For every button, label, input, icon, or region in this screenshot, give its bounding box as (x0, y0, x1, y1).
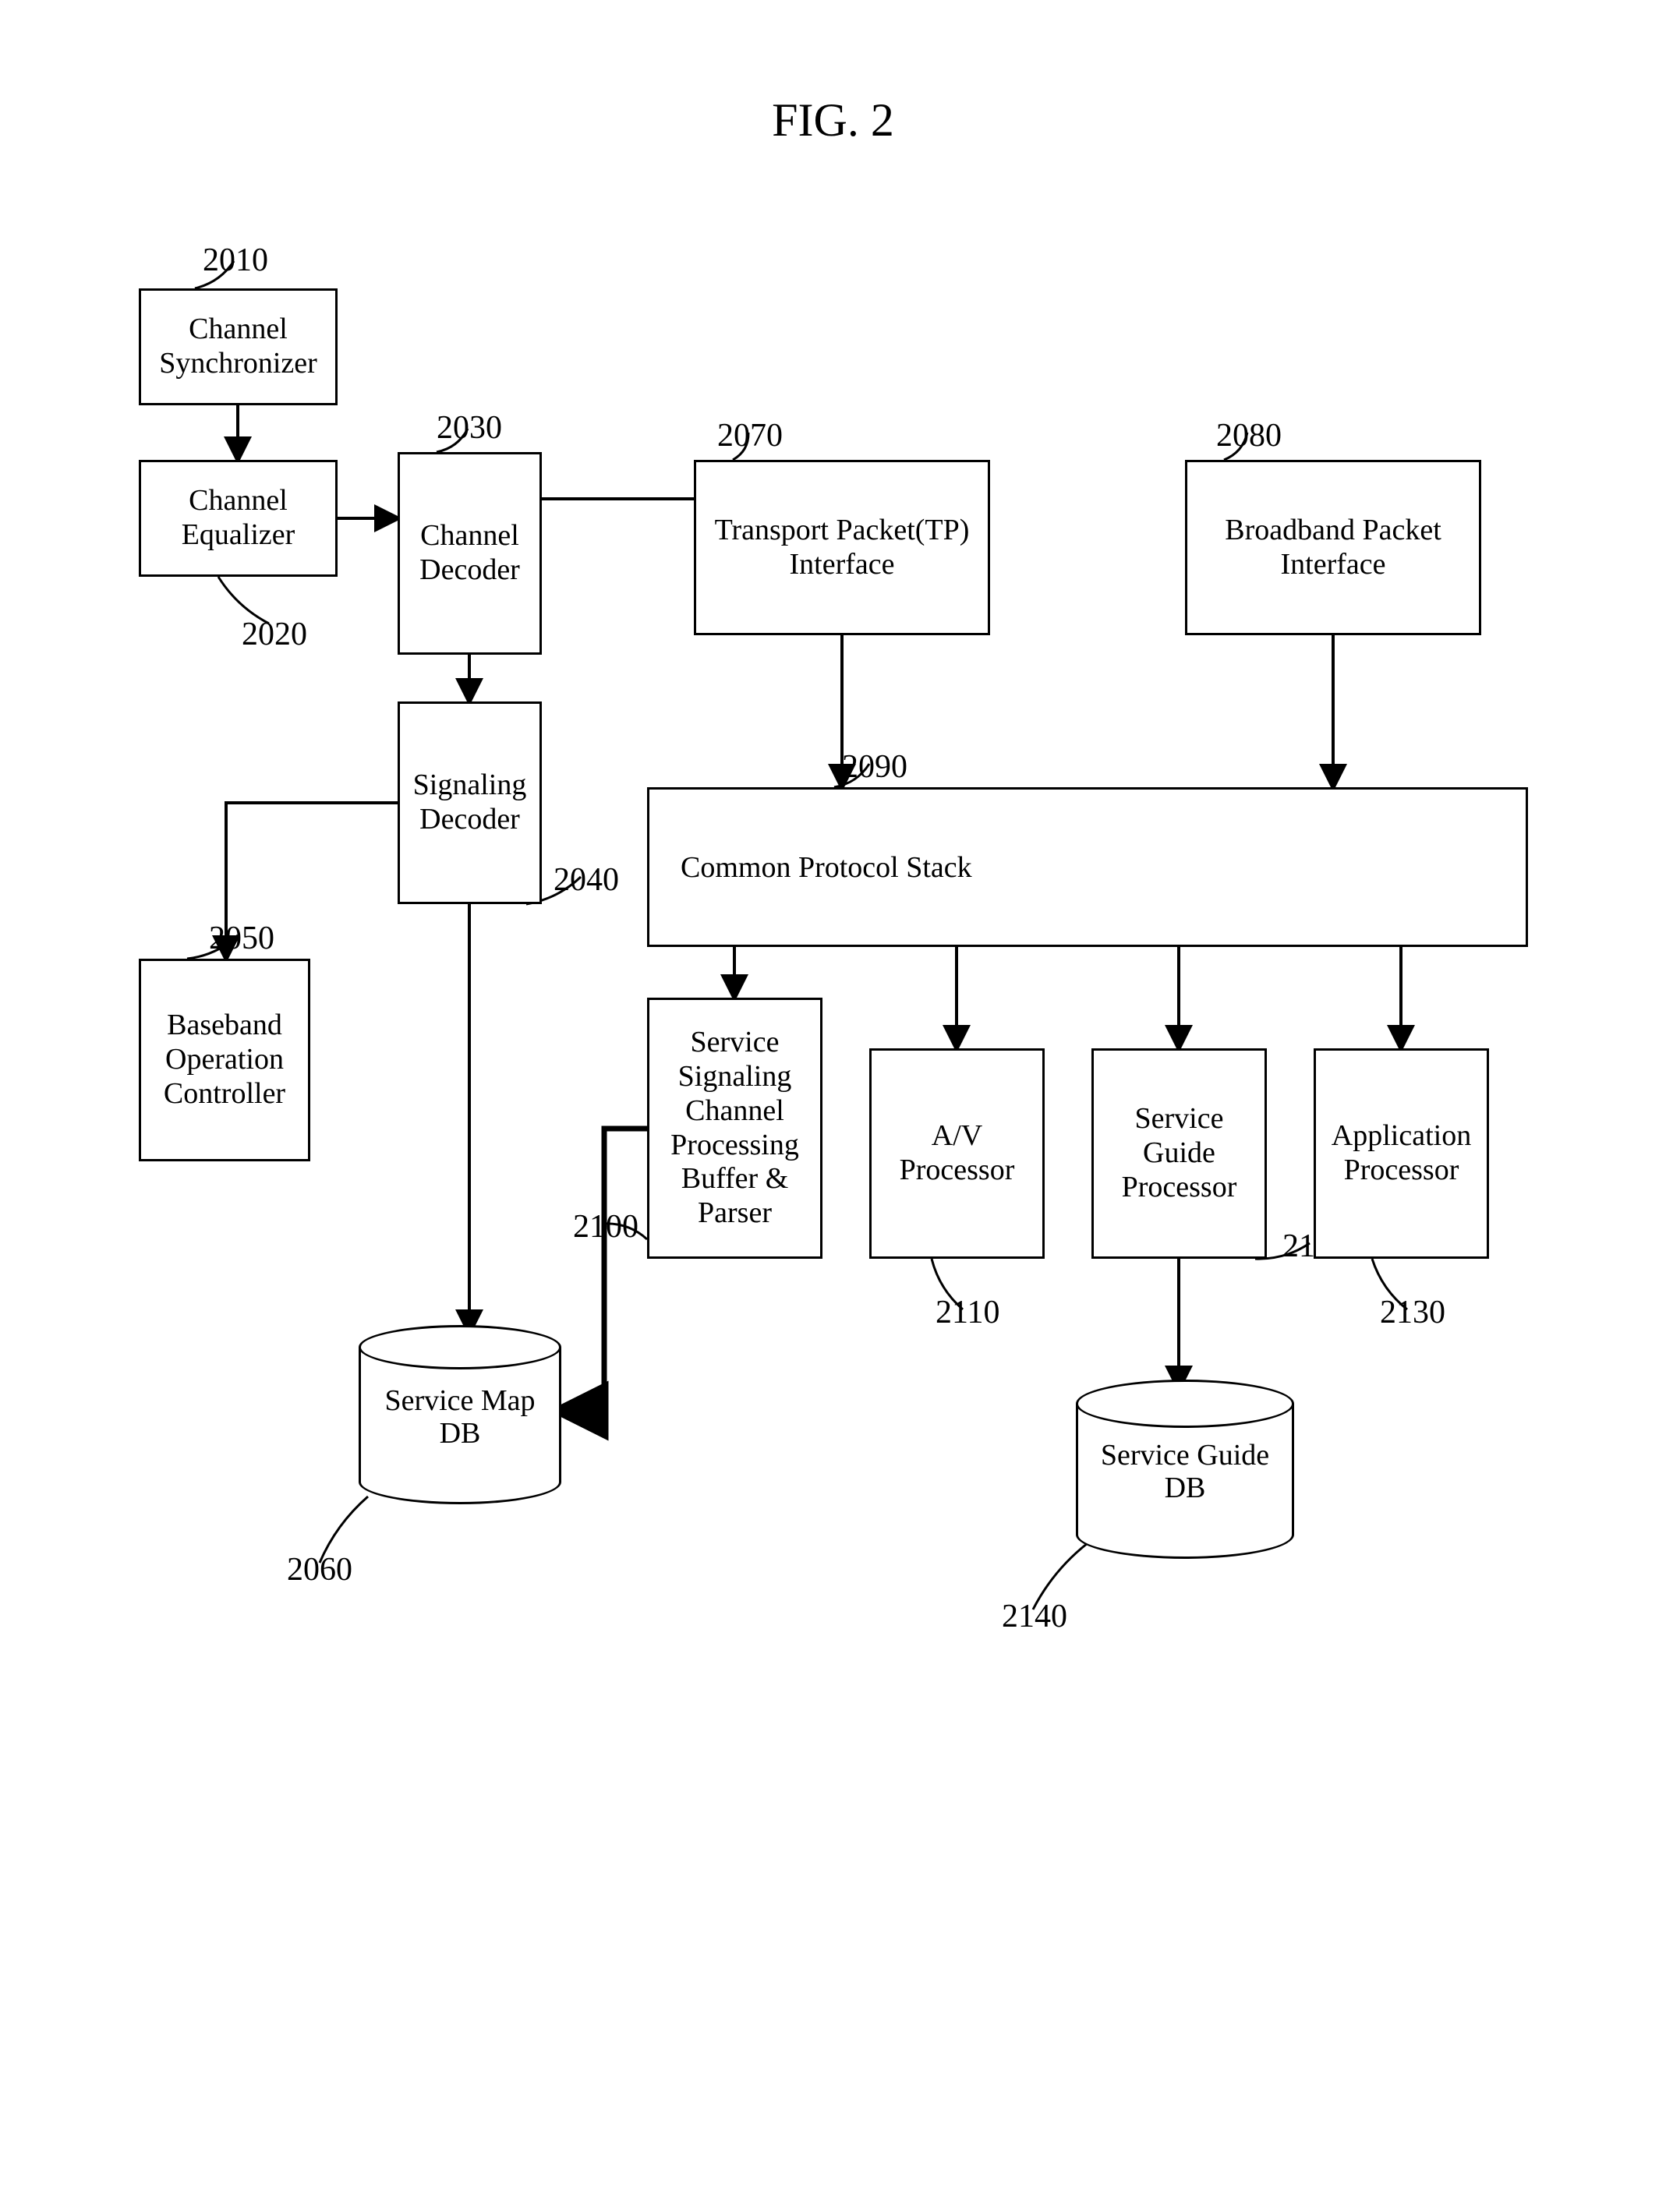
ref-2030: 2030 (437, 409, 502, 447)
diagram-canvas: FIG. 2 Channel Synchronizer 2010 Channel E… (0, 0, 1666, 2212)
ref-2050: 2050 (209, 920, 274, 957)
block-2030: Channel Decoder (398, 452, 542, 655)
ref-2090: 2090 (842, 748, 907, 786)
block-label: Channel Decoder (419, 519, 520, 587)
ref-2020: 2020 (242, 616, 307, 653)
edge-n2100-n2060 (561, 1129, 647, 1411)
block-2120: Service Guide Processor (1091, 1048, 1267, 1259)
block-label: Broadband Packet Interface (1225, 514, 1441, 581)
ref-2140: 2140 (1002, 1598, 1067, 1635)
block-2010: Channel Synchronizer (139, 288, 338, 405)
block-label: Transport Packet(TP) Interface (715, 514, 970, 581)
ref-2060: 2060 (287, 1551, 352, 1588)
cylinder-label: Service Guide DB (1076, 1440, 1294, 1505)
figure-title: FIG. 2 (0, 94, 1666, 147)
ref-2110: 2110 (936, 1294, 999, 1331)
ref-2080: 2080 (1216, 417, 1282, 454)
block-2110: A/V Processor (869, 1048, 1045, 1259)
block-label: Channel Synchronizer (159, 313, 317, 380)
block-2090: Common Protocol Stack (647, 787, 1528, 947)
ref-2070: 2070 (717, 417, 783, 454)
block-2050: Baseband Operation Controller (139, 959, 310, 1161)
cylinder-label: Service Map DB (359, 1385, 561, 1451)
ref-2100: 2100 (573, 1208, 638, 1246)
block-label: Baseband Operation Controller (164, 1009, 285, 1111)
ref-2040: 2040 (554, 861, 619, 899)
block-2100: Service Signaling Channel Processing Buf… (647, 998, 822, 1259)
block-2020: Channel Equalizer (139, 460, 338, 577)
cylinder-2140: Service Guide DB (1076, 1380, 1294, 1559)
cylinder-2060: Service Map DB (359, 1325, 561, 1504)
block-label: Signaling Decoder (413, 769, 527, 836)
block-label: Common Protocol Stack (681, 850, 972, 885)
block-label: Service Signaling Channel Processing Buf… (670, 1026, 799, 1230)
block-label: Channel Equalizer (182, 484, 295, 552)
block-label: A/V Processor (900, 1119, 1015, 1187)
block-2130: Application Processor (1314, 1048, 1489, 1259)
ref-2130: 2130 (1380, 1294, 1445, 1331)
block-2070: Transport Packet(TP) Interface (694, 460, 990, 635)
block-label: Service Guide Processor (1122, 1102, 1237, 1204)
block-2040: Signaling Decoder (398, 701, 542, 904)
block-label: Application Processor (1332, 1119, 1471, 1187)
ref-2010: 2010 (203, 242, 268, 279)
block-2080: Broadband Packet Interface (1185, 460, 1481, 635)
